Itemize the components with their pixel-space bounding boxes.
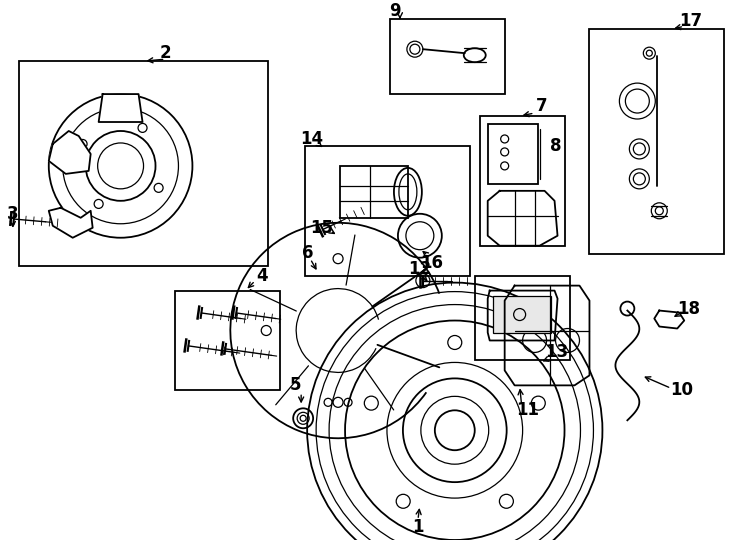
Bar bbox=[589, 29, 724, 254]
Bar bbox=[480, 116, 564, 246]
Bar bbox=[493, 295, 550, 334]
Bar bbox=[175, 291, 280, 390]
Text: 16: 16 bbox=[421, 254, 443, 272]
Text: 18: 18 bbox=[677, 300, 700, 318]
Bar bbox=[390, 19, 505, 94]
Text: 17: 17 bbox=[680, 12, 702, 30]
Bar bbox=[305, 146, 470, 275]
Polygon shape bbox=[98, 94, 142, 122]
Polygon shape bbox=[654, 310, 684, 328]
Bar bbox=[19, 61, 268, 266]
Bar bbox=[340, 166, 408, 218]
Bar bbox=[487, 124, 537, 184]
Text: 12: 12 bbox=[408, 260, 432, 278]
Text: 3: 3 bbox=[7, 205, 18, 223]
Text: 10: 10 bbox=[669, 381, 693, 400]
Text: 14: 14 bbox=[300, 130, 324, 148]
Text: 11: 11 bbox=[516, 401, 539, 420]
Text: 9: 9 bbox=[389, 2, 401, 21]
Text: 15: 15 bbox=[310, 219, 334, 237]
Text: 8: 8 bbox=[550, 137, 562, 155]
Text: 5: 5 bbox=[289, 376, 301, 394]
Text: 13: 13 bbox=[545, 343, 568, 361]
Text: 6: 6 bbox=[302, 244, 314, 262]
Bar bbox=[475, 275, 570, 360]
Text: 7: 7 bbox=[536, 97, 548, 115]
Polygon shape bbox=[48, 131, 91, 174]
Text: 1: 1 bbox=[412, 518, 424, 536]
Polygon shape bbox=[48, 208, 92, 238]
Text: 2: 2 bbox=[160, 44, 171, 62]
Text: 4: 4 bbox=[256, 267, 268, 285]
